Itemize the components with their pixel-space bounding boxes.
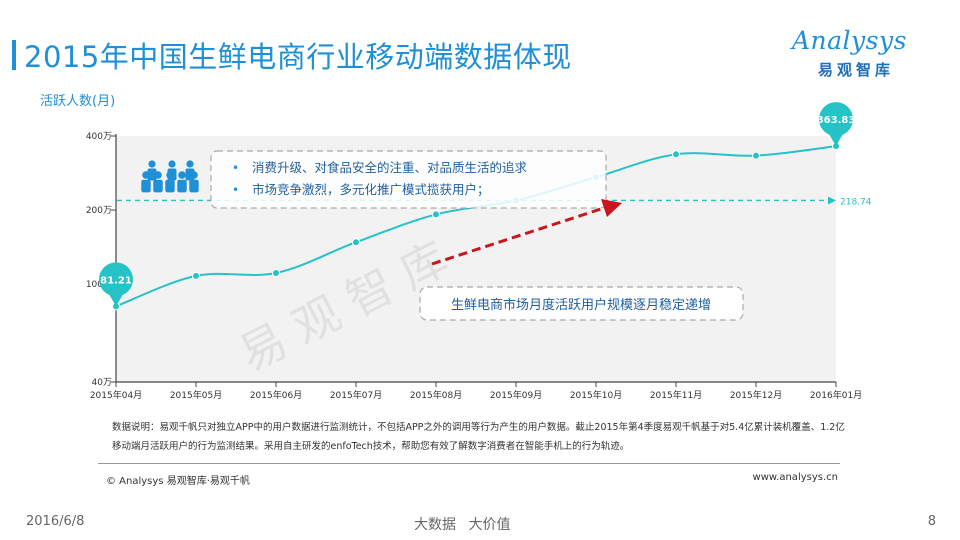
people-icon-front-4-body [177, 179, 187, 193]
copyright-text: © Analysys 易观智库·易观千帆 [106, 476, 250, 487]
x-tick-label: 2015年08月 [410, 389, 462, 401]
x-tick-label: 2016年01月 [810, 389, 862, 401]
reference-line-arrow [828, 196, 836, 205]
series-line [115, 145, 837, 308]
bullet-dot: • [232, 183, 239, 197]
people-icon-front-2-body [153, 179, 163, 193]
bullet-text-2: 市场竞争激烈，多元化推广模式揽获用户； [252, 182, 490, 197]
footer-divider [98, 463, 840, 464]
logo-chinese-text: 易观智库 [818, 61, 895, 79]
people-icon-front-4-head [178, 171, 186, 179]
bullet-text-1: 消费升级、对食品安全的注重、对品质生活的追求 [252, 160, 528, 175]
y-tick-label: 40万 [92, 378, 112, 388]
people-icon-back-3-head [186, 160, 194, 168]
data-point-4 [352, 238, 360, 247]
start-value-pin-head [99, 262, 133, 297]
data-point-9 [752, 151, 760, 160]
start-value-pin-label: 81.21 [100, 275, 132, 286]
x-tick-label: 2015年06月 [250, 389, 302, 401]
people-icon-front-5-head [190, 171, 198, 179]
x-tick-label: 2015年10月 [570, 389, 622, 401]
reference-line-label: 218.74 [840, 197, 872, 207]
logo-text: Analysys [792, 26, 907, 55]
x-tick-label: 2015年11月 [650, 389, 702, 401]
x-tick-label: 2015年04月 [90, 389, 142, 401]
slide-slogan: 大数据 大价值 [414, 517, 511, 533]
data-point-5 [432, 210, 440, 219]
bullets-box [210, 150, 607, 209]
people-icon-front-3-body [165, 179, 175, 193]
x-tick-label: 2015年12月 [730, 389, 782, 401]
people-icon-back-1-head [148, 160, 156, 168]
x-tick-label: 2015年07月 [330, 389, 382, 401]
data-point-8 [672, 150, 680, 159]
people-icon-front-1-body [141, 179, 151, 193]
y-axis-label: 活跃人数(月) [40, 94, 116, 109]
people-icon-back-1-body [147, 168, 157, 181]
page-title: 2015年中国生鲜电商行业移动端数据体现 [24, 40, 572, 74]
trend-note-box [419, 286, 744, 321]
page-number: 8 [927, 514, 936, 529]
people-icon-back-2-head [168, 160, 176, 168]
end-value-pin-head [819, 102, 853, 137]
people-icon-front-5-body [189, 179, 199, 193]
x-tick-label: 2015年09月 [490, 389, 542, 401]
trend-arrow-line [431, 206, 605, 266]
y-tick-label: 100万 [86, 280, 112, 290]
trend-note-text: 生鲜电商市场月度活跃用户规模逐月稳定递增 [451, 297, 711, 313]
data-description-note: 数据说明：易观千帆只对独立APP中的用户数据进行监测统计，不包括APP之外的调用… [112, 422, 845, 452]
data-point-3 [272, 268, 280, 277]
trend-arrow-head [601, 199, 622, 217]
analysys-logo: Analysys 易观智库 [792, 26, 932, 84]
slide-date: 2016/6/8 [26, 514, 85, 529]
people-icon-front-2-head [154, 171, 162, 179]
title-accent-bar [12, 40, 16, 70]
people-icon-front-1-head [142, 171, 150, 179]
end-value-pin-label: 363.83 [817, 115, 856, 126]
bullet-dot: • [232, 161, 239, 175]
y-tick-label: 400万 [86, 132, 112, 142]
x-tick-label: 2015年05月 [170, 389, 222, 401]
data-point-2 [192, 271, 200, 280]
y-tick-label: 200万 [86, 206, 112, 216]
website-link[interactable]: www.analysys.cn [752, 472, 838, 483]
people-icon-front-3-head [166, 171, 174, 179]
